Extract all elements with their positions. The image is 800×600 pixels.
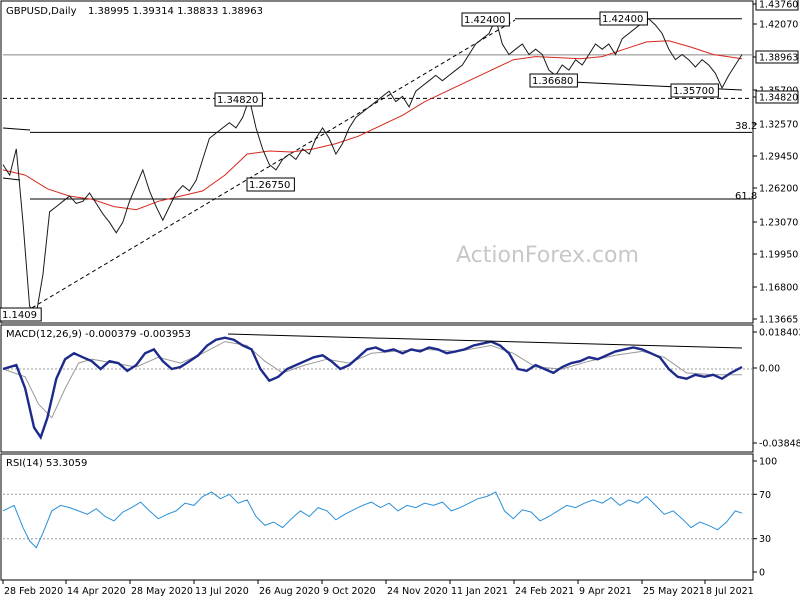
y-tick-label: 100 bbox=[759, 457, 777, 468]
macd-trendline bbox=[227, 333, 743, 349]
y-tick-label: 0 bbox=[759, 568, 765, 579]
x-tick-label: 13 Jul 2020 bbox=[195, 586, 249, 597]
sma-line bbox=[2, 40, 743, 211]
y-tick-label: 1.32570 bbox=[759, 120, 798, 131]
watermark: ActionForex.com bbox=[456, 243, 639, 268]
macd-title: MACD(12,26,9) -0.000379 -0.003953 bbox=[6, 329, 191, 340]
x-tick-label: 9 Apr 2021 bbox=[579, 586, 632, 597]
ohlc-readout: 1.38995 1.39314 1.38833 1.38963 bbox=[88, 6, 263, 17]
y-tick-label: 1.13665 bbox=[759, 315, 798, 326]
y-tick-label: 1.29450 bbox=[759, 152, 798, 163]
x-tick-label: 11 Jan 2021 bbox=[451, 586, 508, 597]
fib-label: 38.2 bbox=[735, 121, 757, 132]
fib-label: 61.8 bbox=[735, 191, 757, 202]
left-trend-segment-2 bbox=[2, 177, 21, 181]
y-tick-label: 1.43760 bbox=[759, 0, 798, 11]
x-tick-label: 25 May 2021 bbox=[643, 586, 705, 597]
x-tick-label: 24 Nov 2020 bbox=[387, 586, 448, 597]
price-panel: ActionForex.com 1.43760 1.42070 1.38963 1.3… bbox=[0, 0, 799, 326]
price-annotation-box bbox=[461, 12, 510, 27]
x-tick-label: 9 Oct 2020 bbox=[323, 586, 376, 597]
price-annotation: 1.1409 bbox=[2, 310, 37, 321]
price-annotation: 1.42400 bbox=[602, 14, 643, 25]
price-annotation: 1.26750 bbox=[249, 180, 290, 191]
macd-panel: 0.018403 0.00 -0.038483 MACD(12,26,9) -0.0… bbox=[0, 324, 800, 453]
y-tick-label: 70 bbox=[759, 490, 771, 501]
y-tick-label: 1.23070 bbox=[759, 218, 798, 229]
rsi-panel: 100 70 30 0 RSI(14) 53.3059 bbox=[0, 453, 777, 581]
x-tick-label: 28 Feb 2020 bbox=[4, 586, 63, 597]
price-annotation-box bbox=[214, 92, 263, 107]
y-tick-label: 0.00 bbox=[759, 364, 780, 375]
macd-line bbox=[2, 336, 743, 440]
rsi-title: RSI(14) 53.3059 bbox=[6, 458, 87, 469]
rsi-line bbox=[2, 491, 743, 549]
price-tag-box bbox=[755, 0, 799, 11]
y-tick-label: 0.018403 bbox=[759, 328, 800, 339]
price-annotation-box bbox=[599, 11, 648, 26]
y-tick-label: 1.19950 bbox=[759, 250, 798, 261]
price-tag-box bbox=[755, 50, 799, 64]
price-annotation: 1.36680 bbox=[532, 76, 573, 87]
chart-title: GBPUSD,Daily bbox=[6, 6, 77, 17]
price-annotation: 1.34820 bbox=[217, 95, 258, 106]
price-annotation-box bbox=[246, 177, 295, 192]
y-tick-label: 30 bbox=[759, 534, 771, 545]
y-tick-label: 1.16800 bbox=[759, 283, 798, 294]
price-annotation-box bbox=[670, 83, 719, 98]
y-tick-label: 1.34820 bbox=[759, 93, 798, 104]
x-tick-label: 28 May 2020 bbox=[131, 586, 193, 597]
price-annotation: 1.42400 bbox=[464, 15, 505, 26]
price-annotation: 1.35700 bbox=[673, 86, 714, 97]
y-tick-label: -0.038483 bbox=[759, 439, 800, 450]
price-tag-box bbox=[755, 90, 799, 104]
y-tick-label: 1.38963 bbox=[759, 53, 798, 64]
x-tick-label: 8 Jul 2021 bbox=[706, 586, 754, 597]
x-axis: 28 Feb 2020 14 Apr 2020 28 May 2020 13 Jul … bbox=[2, 580, 754, 597]
price-annotation-box bbox=[0, 307, 42, 322]
y-tick-label: 1.26200 bbox=[759, 184, 798, 195]
price-annotation-box bbox=[529, 73, 578, 88]
price-series bbox=[2, 17, 743, 315]
left-trend-segment bbox=[2, 127, 31, 131]
up-trend-channel-lower bbox=[19, 19, 516, 316]
x-tick-label: 24 Feb 2021 bbox=[515, 586, 574, 597]
x-tick-label: 26 Aug 2020 bbox=[259, 586, 320, 597]
x-tick-label: 14 Apr 2020 bbox=[67, 586, 126, 597]
y-tick-label: 1.42070 bbox=[759, 20, 798, 31]
